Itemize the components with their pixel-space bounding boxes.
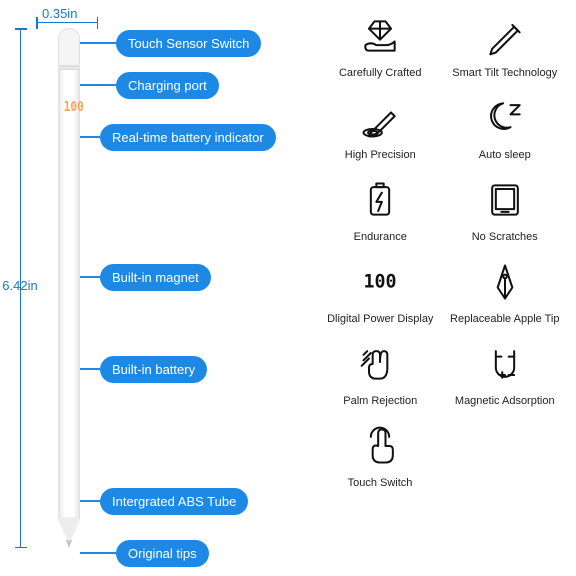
callout-line bbox=[80, 500, 100, 502]
callout-label: Original tips bbox=[116, 540, 209, 567]
callout-label: Built-in magnet bbox=[100, 264, 211, 291]
stylus-illustration: 100 bbox=[58, 28, 80, 548]
feature-label: Carefully Crafted bbox=[339, 67, 422, 79]
stylus-display-value: 100 bbox=[64, 100, 84, 115]
feature-item: Palm Rejection bbox=[320, 342, 441, 416]
stylus-body: 100 bbox=[58, 70, 80, 518]
feature-item: Endurance bbox=[320, 178, 441, 252]
dimension-width-label: 0.35in bbox=[42, 6, 77, 21]
stylus-cap bbox=[58, 28, 80, 66]
svg-text:100: 100 bbox=[364, 272, 397, 293]
diamond-hand-icon bbox=[358, 14, 402, 63]
feature-item: High Precision bbox=[320, 96, 441, 170]
callout-line bbox=[80, 136, 100, 138]
feature-label: No Scratches bbox=[472, 231, 538, 243]
feature-label: Smart Tilt Technology bbox=[452, 67, 557, 79]
magnet-icon bbox=[483, 342, 527, 391]
callout-label: Real-time battery indicator bbox=[100, 124, 276, 151]
feature-item: 100 Dligital Power Display bbox=[320, 260, 441, 334]
feature-label: Replaceable Apple Tip bbox=[450, 313, 559, 325]
dimension-width-line bbox=[36, 22, 98, 23]
callout-label: Built-in battery bbox=[100, 356, 207, 383]
pencil-target-icon bbox=[358, 96, 402, 145]
feature-item: Replaceable Apple Tip bbox=[445, 260, 566, 334]
feature-item: Magnetic Adsorption bbox=[445, 342, 566, 416]
moon-z-icon bbox=[483, 96, 527, 145]
battery-bolt-icon bbox=[358, 178, 402, 227]
feature-label: Magnetic Adsorption bbox=[455, 395, 555, 407]
feature-item: Touch Switch bbox=[320, 424, 440, 498]
callout-line bbox=[80, 552, 116, 554]
features-grid: Carefully Crafted Smart Tilt Technology Hi… bbox=[320, 14, 565, 498]
tablet-icon bbox=[483, 178, 527, 227]
feature-item: Smart Tilt Technology bbox=[445, 14, 566, 88]
hand-reject-icon bbox=[358, 342, 402, 391]
feature-item: Auto sleep bbox=[445, 96, 566, 170]
callout-line bbox=[80, 368, 100, 370]
callout-line bbox=[80, 276, 100, 278]
feature-item: No Scratches bbox=[445, 178, 566, 252]
feature-label: Palm Rejection bbox=[343, 395, 417, 407]
feature-label: Auto sleep bbox=[479, 149, 531, 161]
feature-label: Touch Switch bbox=[348, 477, 413, 489]
feature-label: High Precision bbox=[345, 149, 416, 161]
stylus-tip-cone bbox=[58, 518, 80, 542]
callout-line bbox=[80, 84, 116, 86]
digital-100-icon: 100 bbox=[358, 260, 402, 309]
feature-item: Carefully Crafted bbox=[320, 14, 441, 88]
feature-label: Dligital Power Display bbox=[327, 313, 433, 325]
touch-icon bbox=[358, 424, 402, 473]
dimension-height-label: 6.42in bbox=[0, 278, 50, 293]
nib-icon bbox=[483, 260, 527, 309]
pencil-tilt-icon bbox=[483, 14, 527, 63]
callout-label: Charging port bbox=[116, 72, 219, 99]
callout-line bbox=[80, 42, 116, 44]
callout-label: Intergrated ABS Tube bbox=[100, 488, 248, 515]
callout-label: Touch Sensor Switch bbox=[116, 30, 261, 57]
feature-label: Endurance bbox=[354, 231, 407, 243]
